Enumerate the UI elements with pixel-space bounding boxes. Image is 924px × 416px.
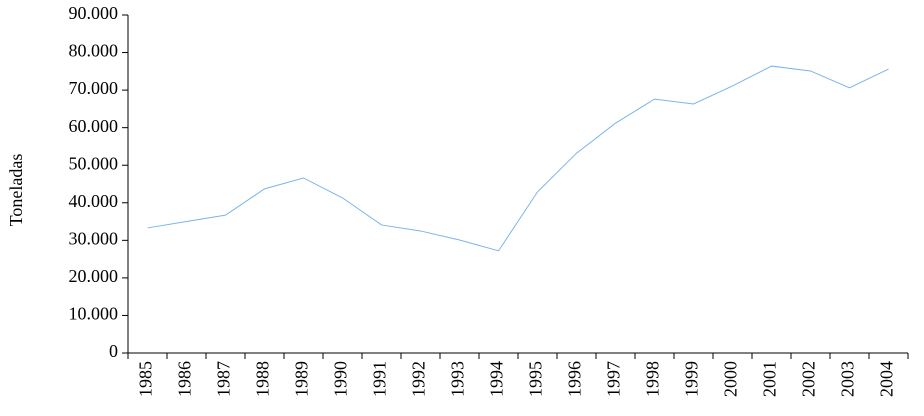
x-tick-label: 1996 [565,361,585,397]
y-axis-label: Toneladas [6,154,26,227]
x-tick-label: 2001 [760,361,780,397]
x-tick-label: 1985 [136,361,156,397]
x-tick-label: 1992 [409,361,429,397]
x-tick-label: 1995 [526,361,546,397]
y-tick-label: 10.000 [69,304,119,324]
x-tick-label: 1993 [448,361,468,397]
x-tick-label: 1990 [331,361,351,397]
x-tick-label: 2003 [838,361,858,397]
x-tick-label: 1997 [604,361,624,397]
x-tick-label: 1994 [487,361,507,397]
x-tick-label: 2002 [799,361,819,397]
x-tick-label: 1988 [253,361,273,397]
x-tick-label: 2004 [877,361,897,397]
y-tick-label: 60.000 [69,116,119,136]
x-tick-label: 1989 [292,361,312,397]
y-tick-label: 20.000 [69,266,119,286]
y-tick-label: 0 [109,341,118,361]
y-tick-label: 90.000 [69,3,119,23]
y-tick-label: 50.000 [69,153,119,173]
x-tick-label: 1987 [214,361,234,397]
x-tick-label: 1986 [175,361,195,397]
y-tick-label: 70.000 [69,78,119,98]
y-tick-label: 30.000 [69,228,119,248]
x-tick-label: 1991 [370,361,390,397]
x-tick-label: 2000 [721,361,741,397]
x-tick-label: 1999 [682,361,702,397]
x-tick-label: 1998 [643,361,663,397]
y-tick-label: 40.000 [69,191,119,211]
y-tick-label: 80.000 [69,41,119,61]
data-line [147,65,889,252]
